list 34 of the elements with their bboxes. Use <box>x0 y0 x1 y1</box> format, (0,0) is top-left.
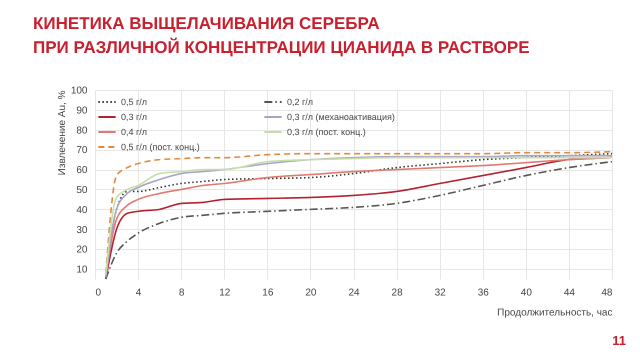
legend-label: 0,3 г/л (пост. конц.) <box>287 127 366 137</box>
x-tick-label: 40 <box>520 288 532 298</box>
y-tick-label: 10 <box>76 264 88 276</box>
x-tick-label: 16 <box>262 288 274 298</box>
y-axis-title: Извлечение Au, % <box>56 90 68 176</box>
x-tick-label: 48 <box>601 288 613 298</box>
legend-label: 0,5 г/л (пост. конц.) <box>121 142 200 152</box>
x-tick-label: 12 <box>219 288 231 298</box>
legend-label: 0,3 г/л (механоактивация) <box>287 112 395 122</box>
legend-label: 0,2 г/л <box>287 97 314 107</box>
x-tick-label: 4 <box>136 288 142 298</box>
legend-label: 0,5 г/л <box>121 97 148 107</box>
x-tick-label: 8 <box>178 288 185 298</box>
y-tick-label: 50 <box>76 184 88 196</box>
y-tick-label: 30 <box>76 224 88 236</box>
y-tick-label: 100 <box>70 86 88 96</box>
y-tick-label: 40 <box>76 204 88 216</box>
x-tick-label: 36 <box>478 288 490 298</box>
text: 11 <box>612 333 626 348</box>
y-tick-label: 20 <box>76 244 88 256</box>
y-tick-label: 60 <box>76 165 88 176</box>
x-tick-label: 24 <box>348 288 360 298</box>
y-tick-label: 80 <box>76 125 88 136</box>
x-tick-label: 20 <box>305 288 317 298</box>
x-tick-label: 32 <box>434 288 446 298</box>
legend-label: 0,3 г/л <box>121 112 148 122</box>
x-axis-title: Продолжительность, час <box>497 308 612 318</box>
y-tick-label: 90 <box>76 105 88 116</box>
x-tick-label: 44 <box>564 288 576 298</box>
chart-title: КИНЕТИКА ВЫЩЕЛАЧИВАНИЯ СЕРЕБРА ПРИ РАЗЛИЧНОЙ КОНЦЕНТРАЦИИ ЦИАНИДА В РАСТВОРЕ <box>33 14 530 57</box>
x-tick-label: 0 <box>96 288 102 298</box>
legend-label: 0,4 г/л <box>121 127 148 137</box>
x-tick-label: 28 <box>392 288 404 298</box>
y-tick-label: 70 <box>76 145 88 156</box>
